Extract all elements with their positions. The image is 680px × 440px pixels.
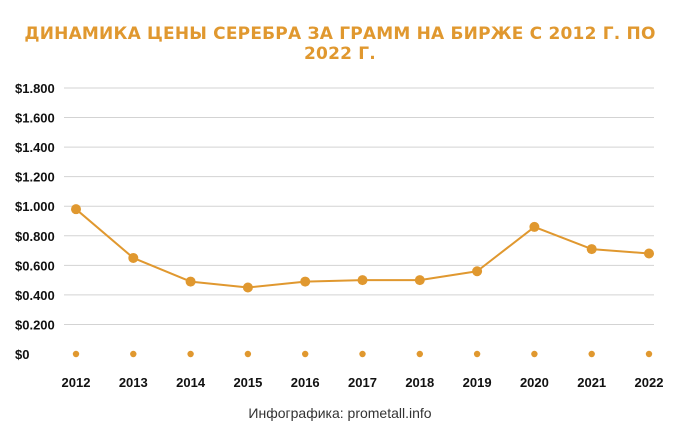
zero-baseline-point bbox=[531, 350, 538, 358]
data-point bbox=[414, 275, 425, 286]
data-point bbox=[586, 244, 597, 255]
x-tick-label: 2018 bbox=[405, 375, 434, 390]
zero-baseline-point bbox=[72, 350, 80, 358]
zero-baseline-point bbox=[302, 350, 309, 358]
y-tick-label: $1.800 bbox=[15, 81, 55, 96]
x-tick-label: 2015 bbox=[233, 375, 262, 390]
x-tick-label: 2014 bbox=[176, 375, 206, 390]
data-point bbox=[529, 221, 540, 232]
data-point bbox=[357, 275, 368, 286]
zero-baseline-point bbox=[416, 350, 423, 358]
x-tick-label: 2012 bbox=[62, 375, 91, 390]
x-tick-label: 2016 bbox=[291, 375, 320, 390]
zero-baseline-point bbox=[359, 350, 366, 358]
x-tick-label: 2013 bbox=[119, 375, 148, 390]
zero-baseline-point bbox=[588, 350, 595, 358]
x-tick-label: 2019 bbox=[463, 375, 492, 390]
y-tick-label: $0 bbox=[15, 347, 29, 362]
x-tick-label: 2022 bbox=[635, 375, 664, 390]
zero-baseline-point bbox=[473, 350, 481, 358]
chart-title: ДИНАМИКА ЦЕНЫ СЕРЕБРА ЗА ГРАММ НА БИРЖЕ … bbox=[24, 24, 656, 64]
data-point bbox=[128, 252, 139, 263]
x-tick-label: 2020 bbox=[520, 375, 549, 390]
zero-baseline-point bbox=[244, 350, 252, 358]
y-tick-label: $0.200 bbox=[15, 317, 55, 332]
zero-baseline-point bbox=[645, 350, 653, 358]
y-tick-label: $0.400 bbox=[15, 288, 55, 303]
data-point bbox=[300, 276, 311, 287]
data-point bbox=[71, 204, 81, 215]
y-tick-label: $1.400 bbox=[15, 140, 55, 155]
data-points bbox=[71, 204, 654, 358]
infographic-credit: Инфографика: prometall.info bbox=[248, 405, 432, 421]
data-point bbox=[242, 282, 253, 293]
data-point bbox=[644, 248, 654, 259]
y-tick-label: $1.200 bbox=[15, 170, 55, 185]
y-axis-labels: $0 $0.200 $0.400 $0.600 $0.800 $1.000 $1.200 $1… bbox=[15, 81, 55, 362]
y-tick-label: $0.800 bbox=[15, 229, 55, 244]
x-axis-labels: 2012 2013 2014 2015 2016 2017 2018 2019 2020 2021… bbox=[62, 375, 664, 390]
grid-lines bbox=[64, 87, 654, 325]
y-tick-label: $1.000 bbox=[15, 199, 55, 214]
zero-baseline-point bbox=[130, 350, 137, 358]
x-tick-label: 2021 bbox=[577, 375, 606, 390]
y-tick-label: $1.600 bbox=[15, 111, 55, 126]
data-point bbox=[472, 266, 483, 277]
zero-baseline-point bbox=[187, 350, 194, 358]
data-point bbox=[185, 276, 196, 287]
y-tick-label: $0.600 bbox=[15, 258, 55, 273]
x-tick-label: 2017 bbox=[348, 375, 377, 390]
